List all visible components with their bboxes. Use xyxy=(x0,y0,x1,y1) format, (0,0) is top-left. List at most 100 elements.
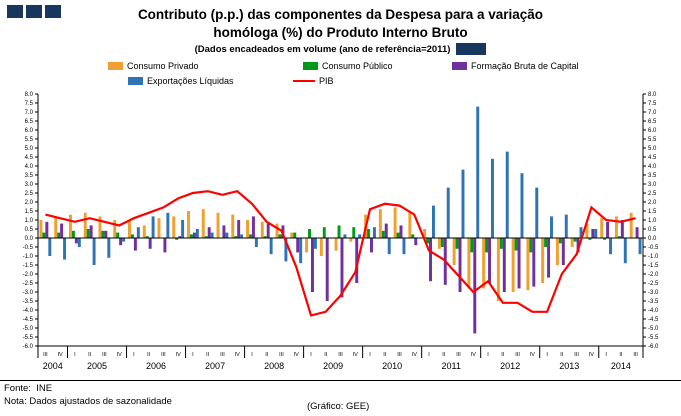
title-line-1: Contributo (p.p.) das componentes da Des… xyxy=(137,7,544,22)
svg-text:III: III xyxy=(338,352,343,358)
svg-text:II: II xyxy=(619,352,623,358)
svg-text:1.0: 1.0 xyxy=(25,218,34,224)
graphic-credit: (Gráfico: GEE) xyxy=(307,401,370,412)
svg-text:-2.0: -2.0 xyxy=(648,272,659,278)
svg-text:7.0: 7.0 xyxy=(25,110,34,116)
svg-text:7.5: 7.5 xyxy=(648,101,657,107)
svg-text:IV: IV xyxy=(471,352,477,358)
svg-text:-1.5: -1.5 xyxy=(648,263,659,269)
logo-square-icon xyxy=(45,5,61,18)
legend-item-consumo-privado: Consumo Privado xyxy=(108,61,199,71)
svg-text:II: II xyxy=(265,352,269,358)
svg-text:IV: IV xyxy=(117,352,123,358)
svg-text:II: II xyxy=(324,352,328,358)
svg-text:3.0: 3.0 xyxy=(25,182,34,188)
legend-label: PIB xyxy=(319,76,334,86)
svg-text:III: III xyxy=(574,352,579,358)
svg-text:-3.0: -3.0 xyxy=(23,290,34,296)
svg-text:II: II xyxy=(88,352,92,358)
svg-text:6.5: 6.5 xyxy=(648,119,657,125)
legend-label: Exportações Líquidas xyxy=(147,76,234,86)
svg-text:2.5: 2.5 xyxy=(648,191,657,197)
page-title: Contributo (p.p.) das componentes da Des… xyxy=(0,6,681,42)
svg-text:-3.5: -3.5 xyxy=(648,299,659,305)
svg-text:III: III xyxy=(102,352,107,358)
svg-text:-4.5: -4.5 xyxy=(648,317,659,323)
svg-text:2.0: 2.0 xyxy=(25,200,34,206)
svg-text:-5.5: -5.5 xyxy=(23,335,34,341)
svg-text:-5.0: -5.0 xyxy=(23,326,34,332)
svg-text:-3.0: -3.0 xyxy=(648,290,659,296)
legend-swatch-exportacoes-liquidas xyxy=(128,77,143,85)
legend-swatch-consumo-publico xyxy=(303,62,318,70)
svg-text:4.0: 4.0 xyxy=(648,164,657,170)
svg-text:4.0: 4.0 xyxy=(25,164,34,170)
svg-text:I: I xyxy=(192,352,194,358)
svg-text:I: I xyxy=(74,352,76,358)
svg-text:7.5: 7.5 xyxy=(25,101,34,107)
svg-text:IV: IV xyxy=(412,352,418,358)
svg-text:IV: IV xyxy=(589,352,595,358)
svg-text:-2.0: -2.0 xyxy=(23,272,34,278)
svg-text:-5.0: -5.0 xyxy=(648,326,659,332)
svg-text:I: I xyxy=(428,352,430,358)
svg-text:II: II xyxy=(442,352,446,358)
logo xyxy=(7,5,61,18)
svg-text:III: III xyxy=(456,352,461,358)
legend-swatch-consumo-privado xyxy=(108,62,123,70)
svg-text:2008: 2008 xyxy=(264,361,284,371)
legend-label: Consumo Público xyxy=(322,61,393,71)
svg-text:6.0: 6.0 xyxy=(25,128,34,134)
logo-square-icon xyxy=(7,5,23,18)
svg-text:-4.0: -4.0 xyxy=(23,308,34,314)
svg-text:II: II xyxy=(383,352,387,358)
svg-text:0.5: 0.5 xyxy=(25,227,34,233)
svg-text:5.0: 5.0 xyxy=(25,146,34,152)
svg-text:8.0: 8.0 xyxy=(648,92,657,98)
legend-swatch-formacao-bruta-capital xyxy=(452,62,467,70)
svg-text:5.5: 5.5 xyxy=(648,137,657,143)
svg-text:I: I xyxy=(546,352,548,358)
footer-divider xyxy=(0,380,681,381)
svg-text:I: I xyxy=(487,352,489,358)
svg-text:-5.5: -5.5 xyxy=(648,335,659,341)
svg-text:-2.5: -2.5 xyxy=(648,281,659,287)
svg-text:III: III xyxy=(397,352,402,358)
svg-text:-1.0: -1.0 xyxy=(23,254,34,260)
svg-text:IV: IV xyxy=(294,352,300,358)
svg-text:-0.5: -0.5 xyxy=(23,245,34,251)
svg-text:2006: 2006 xyxy=(146,361,166,371)
svg-text:III: III xyxy=(279,352,284,358)
svg-text:IV: IV xyxy=(235,352,241,358)
svg-text:I: I xyxy=(133,352,135,358)
svg-text:2014: 2014 xyxy=(611,361,631,371)
svg-text:2012: 2012 xyxy=(500,361,520,371)
svg-text:-1.5: -1.5 xyxy=(23,263,34,269)
chart-subtitle: (Dados encadeados em volume (ano de refe… xyxy=(0,43,681,55)
svg-text:3.5: 3.5 xyxy=(25,173,34,179)
svg-text:I: I xyxy=(251,352,253,358)
svg-text:I: I xyxy=(310,352,312,358)
svg-text:6.0: 6.0 xyxy=(648,128,657,134)
legend-item-pib: PIB xyxy=(293,76,334,86)
svg-text:II: II xyxy=(206,352,210,358)
svg-text:2009: 2009 xyxy=(323,361,343,371)
svg-text:III: III xyxy=(43,352,48,358)
title-line-2: homóloga (%) do Produto Interno Bruto xyxy=(213,25,468,41)
svg-text:III: III xyxy=(515,352,520,358)
svg-text:1.5: 1.5 xyxy=(648,209,657,215)
legend-line-swatch-pib xyxy=(293,79,315,83)
svg-text:I: I xyxy=(605,352,607,358)
source-note: Fonte: INE xyxy=(4,383,53,394)
svg-text:-4.0: -4.0 xyxy=(648,308,659,314)
subtitle-text: (Dados encadeados em volume (ano de refe… xyxy=(194,43,451,55)
svg-text:-1.0: -1.0 xyxy=(648,254,659,260)
svg-text:-6.0: -6.0 xyxy=(23,344,34,350)
gdp-contribution-chart: 8.0 8.0 7.5 7.5 7.0 7.0 6.5 6.5 6.0 6.0 5.5 5.5 5.0 5… xyxy=(23,92,659,371)
svg-text:2005: 2005 xyxy=(87,361,107,371)
svg-text:II: II xyxy=(560,352,564,358)
svg-text:4.5: 4.5 xyxy=(648,155,657,161)
svg-text:2.0: 2.0 xyxy=(648,200,657,206)
svg-text:III: III xyxy=(633,352,638,358)
svg-text:III: III xyxy=(220,352,225,358)
